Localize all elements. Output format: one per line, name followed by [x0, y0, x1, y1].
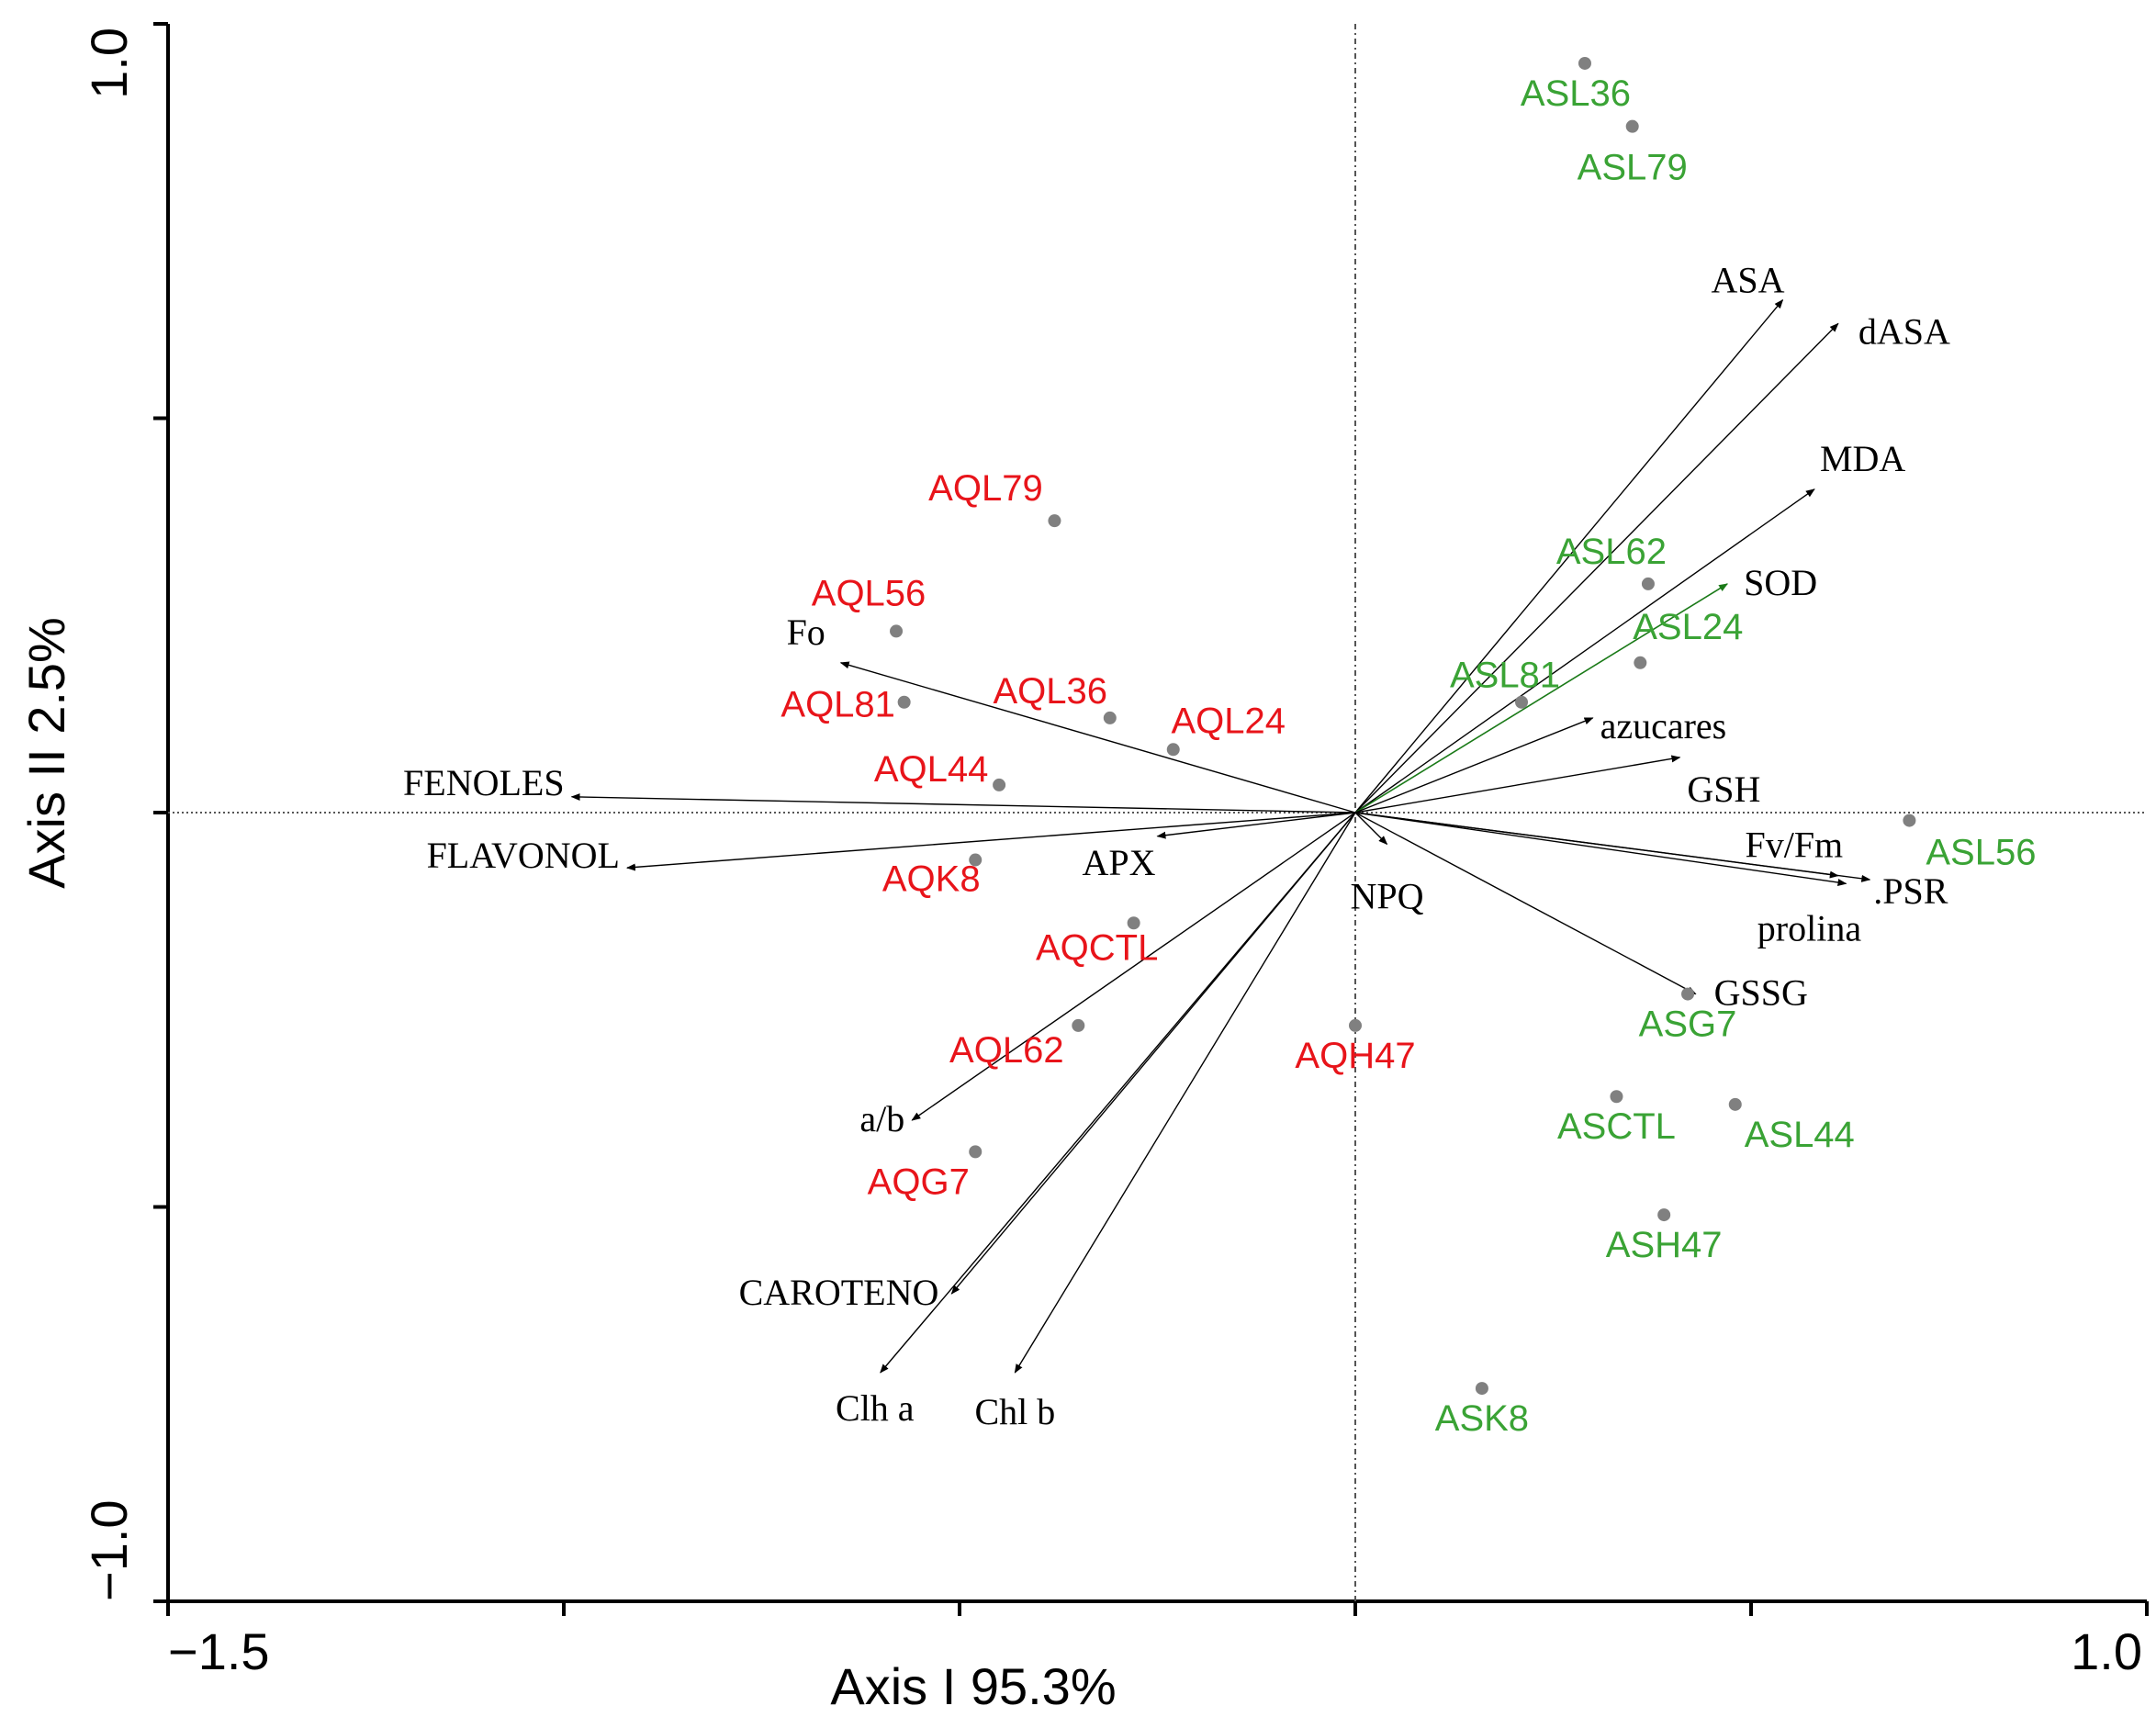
x-tick-label-max: 1.0	[2071, 1622, 2142, 1680]
point-asl36	[1578, 56, 1591, 70]
vector-gssg	[1354, 812, 1697, 995]
point-label-asl79: ASL79	[1578, 148, 1688, 188]
vector-label-fo: Fo	[787, 612, 825, 653]
point-label-asl24: ASL24	[1633, 607, 1743, 647]
point-asl56	[1903, 814, 1916, 827]
zero-lines	[168, 24, 2147, 1601]
point-aqctl	[1127, 916, 1140, 930]
vector-label-npq: NPQ	[1350, 875, 1423, 916]
vector-a-b	[911, 812, 1356, 1121]
vector-label-dasa: dASA	[1858, 310, 1950, 352]
point-label-aqk8: AQK8	[882, 859, 981, 900]
vector-label-a-b: a/b	[859, 1098, 904, 1139]
point-aql62	[1072, 1018, 1085, 1032]
point-label-asl44: ASL44	[1745, 1115, 1855, 1155]
point-aqg7	[969, 1145, 983, 1159]
point-asl24	[1634, 656, 1647, 669]
vector-prolina	[1354, 812, 1847, 886]
vector-fenoles	[570, 793, 1356, 814]
y-axis-title: Axis II 2.5%	[17, 617, 75, 889]
score-points: AQL79 AQL56 AQL81 AQL36 AQL24 AQL44 AQK8 AQCTL A…	[780, 56, 2036, 1439]
x-axis-title: Axis I 95.3%	[830, 1657, 1116, 1715]
vector-mda	[1354, 488, 1815, 814]
vector-chl-b	[1014, 812, 1356, 1374]
vector-flavonol	[625, 812, 1356, 871]
vector-psr	[1354, 812, 1871, 882]
point-label-aql62: AQL62	[949, 1030, 1064, 1071]
vector-apx	[1156, 812, 1356, 839]
vector-asa	[1354, 298, 1784, 814]
point-aqh47	[1349, 1018, 1362, 1032]
point-label-aql44: AQL44	[874, 749, 989, 790]
vector-azucares	[1354, 717, 1594, 814]
point-label-aqh47: AQH47	[1295, 1036, 1415, 1076]
point-asl81	[1515, 695, 1529, 709]
vector-label-fv-fm: Fv/Fm	[1745, 825, 1843, 866]
point-ask8	[1475, 1382, 1488, 1396]
point-label-asl62: ASL62	[1556, 532, 1667, 572]
vector-npq	[1354, 812, 1388, 846]
vector-clh-a	[880, 812, 1356, 1374]
vector-sod	[1354, 583, 1728, 814]
point-label-aql79: AQL79	[928, 468, 1043, 509]
point-ash47	[1657, 1208, 1671, 1222]
vector-label-prolina: prolina	[1757, 907, 1862, 948]
vector-label-clh-a: Clh a	[836, 1387, 915, 1429]
vector-label-azucares: azucares	[1600, 705, 1727, 746]
point-label-asg7: ASG7	[1639, 1004, 1737, 1045]
point-label-ash47: ASH47	[1606, 1225, 1723, 1265]
point-aql81	[897, 695, 911, 709]
point-label-asl81: ASL81	[1450, 656, 1560, 696]
point-asctl	[1610, 1090, 1623, 1104]
vector-label-gssg: GSSG	[1714, 972, 1808, 1014]
vector-dasa	[1354, 322, 1839, 814]
vector-label-fenoles: FENOLES	[403, 762, 565, 803]
vector-label-gsh: GSH	[1687, 769, 1760, 810]
point-label-asl56: ASL56	[1926, 833, 2036, 873]
point-aql79	[1048, 514, 1061, 528]
point-aql24	[1166, 743, 1180, 757]
point-aql44	[993, 778, 1006, 791]
vector-gsh	[1354, 755, 1681, 814]
vector-label-psr: .PSR	[1873, 870, 1948, 912]
x-tick-label-min: −1.5	[168, 1622, 270, 1680]
point-label-aqctl: AQCTL	[1036, 927, 1158, 968]
point-aqk8	[969, 853, 983, 867]
point-label-ask8: ASK8	[1435, 1398, 1529, 1439]
point-label-aql81: AQL81	[780, 685, 895, 725]
vector-label-sod: SOD	[1744, 562, 1817, 603]
loading-vectors: ASA dASA MDA SOD azucares GSH Fv/Fm .PSR prolina…	[403, 260, 1950, 1432]
point-label-aql24: AQL24	[1171, 701, 1286, 741]
vector-label-chl-b: Chl b	[974, 1391, 1055, 1432]
point-aql56	[890, 624, 904, 638]
point-label-aql36: AQL36	[994, 671, 1108, 712]
point-aql36	[1103, 711, 1117, 724]
point-asl79	[1625, 119, 1639, 133]
vector-label-apx: APX	[1082, 842, 1155, 883]
point-asl44	[1728, 1097, 1742, 1111]
vector-fo	[839, 661, 1356, 814]
point-label-aql56: AQL56	[812, 573, 926, 613]
point-label-asl36: ASL36	[1521, 73, 1631, 114]
vector-label-caroteno: CAROTENO	[739, 1272, 939, 1313]
vector-label-mda: MDA	[1820, 438, 1905, 479]
point-asl62	[1641, 577, 1655, 590]
axis-ticks	[153, 22, 2149, 1616]
point-label-asctl: ASCTL	[1557, 1106, 1676, 1147]
y-tick-label-min: −1.0	[80, 1499, 138, 1601]
point-asg7	[1681, 987, 1695, 1001]
vector-label-asa: ASA	[1711, 260, 1784, 301]
point-label-aqg7: AQG7	[868, 1162, 970, 1202]
vector-label-flavonol: FLAVONOL	[427, 835, 620, 876]
y-tick-label-max: 1.0	[80, 28, 138, 99]
